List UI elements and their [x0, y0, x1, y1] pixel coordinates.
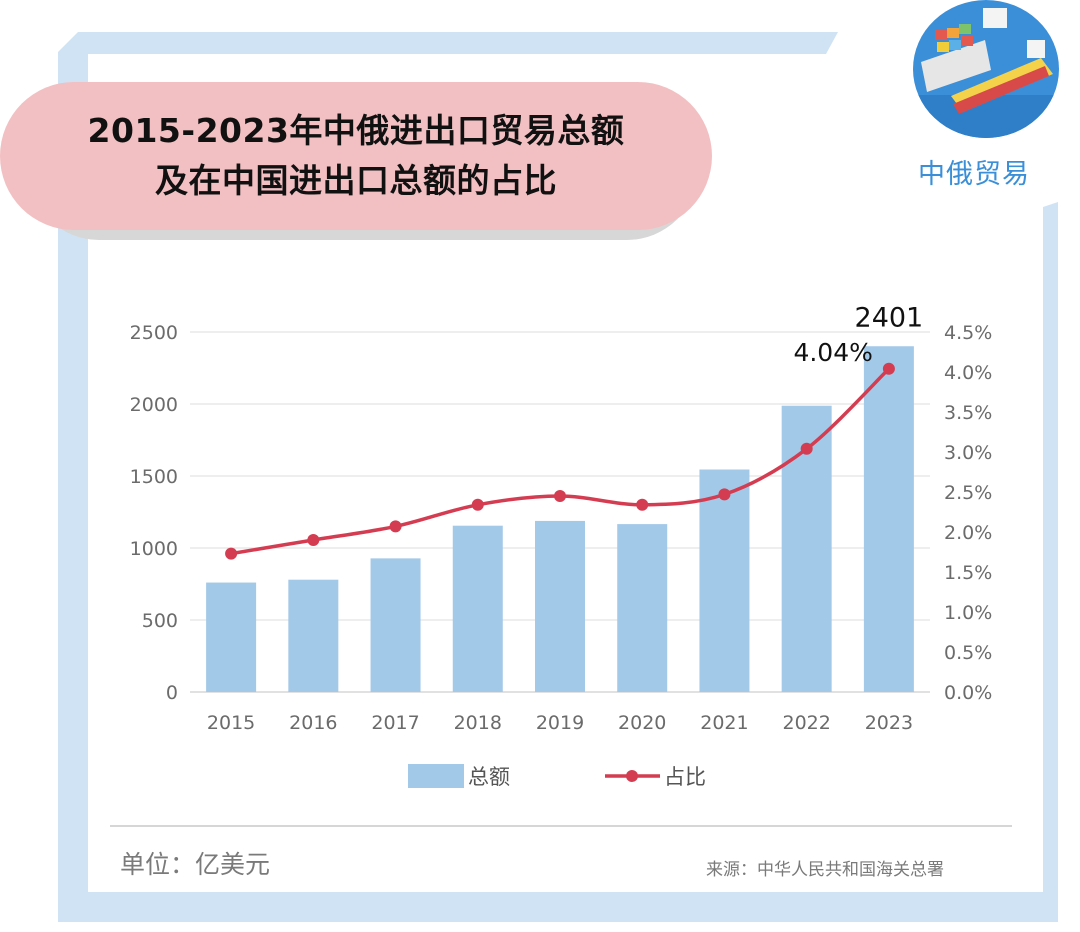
x-tick-label: 2020: [618, 712, 666, 734]
title-banner: 2015-2023年中俄进出口贸易总额 及在中国进出口总额的占比: [0, 82, 712, 230]
x-tick-label: 2017: [371, 712, 419, 734]
ratio-point: [389, 520, 402, 533]
left-tick-label: 500: [142, 610, 178, 632]
right-tick-label: 2.5%: [944, 482, 992, 504]
bar: [617, 524, 668, 692]
bar-series-total: [206, 346, 914, 692]
bar: [863, 346, 914, 692]
bar: [288, 579, 339, 692]
right-tick-label: 3.0%: [944, 442, 992, 464]
left-tick-label: 2500: [130, 322, 178, 344]
chart-title-line1: 2015-2023年中俄进出口贸易总额: [87, 111, 625, 150]
right-tick-label: 4.0%: [944, 362, 992, 384]
bar: [370, 558, 421, 692]
ratio-point: [554, 490, 566, 502]
line-series-ratio: [225, 362, 895, 560]
left-tick-label: 1500: [130, 466, 178, 488]
bar: [535, 520, 585, 692]
right-tick-label: 1.5%: [944, 562, 992, 584]
chart-title-line2: 及在中国进出口总额的占比: [155, 161, 557, 200]
right-tick-label: 0.5%: [944, 642, 992, 664]
right-tick-label: 2.0%: [944, 522, 992, 544]
bar: [452, 525, 503, 692]
ratio-point: [800, 442, 813, 455]
x-axis-ticks: 2015 2016 2017 2018 2019 2020 2021 2022 2023: [207, 712, 913, 734]
legend-label-ratio: 占比: [664, 765, 706, 789]
left-axis-ticks: 0 500 1000 1500 2000 2500: [130, 322, 178, 704]
bar: [699, 469, 750, 692]
legend-label-total: 总额: [468, 765, 510, 789]
x-tick-label: 2016: [289, 712, 337, 734]
x-tick-label: 2018: [454, 712, 502, 734]
annotations: 2401 4.04%: [793, 302, 923, 367]
ratio-value-label: 4.04%: [793, 338, 872, 367]
ratio-point: [225, 547, 238, 560]
right-tick-label: 1.0%: [944, 602, 992, 624]
ratio-point: [307, 534, 320, 546]
right-tick-label: 4.5%: [944, 322, 992, 344]
x-tick-label: 2023: [865, 712, 913, 734]
ratio-point: [471, 498, 484, 511]
cargo-ships-icon: [913, 0, 1059, 138]
left-tick-label: 1000: [130, 538, 178, 560]
x-tick-label: 2021: [700, 712, 748, 734]
left-tick-label: 0: [166, 682, 178, 704]
legend: 总额 占比: [408, 764, 706, 789]
unit-label: 单位：亿美元: [120, 850, 271, 879]
legend-swatch-total: [408, 764, 464, 788]
bar-value-label: 2401: [855, 302, 924, 333]
ratio-point: [718, 488, 731, 501]
x-tick-label: 2022: [782, 712, 830, 734]
right-axis-ticks: 0.0% 0.5% 1.0% 1.5% 2.0% 2.5% 3.0% 3.5% 4.0% 4.5%: [944, 322, 992, 704]
bar: [206, 582, 257, 692]
legend-swatch-ratio-point: [626, 770, 638, 782]
right-tick-label: 3.5%: [944, 402, 992, 424]
footer-divider: [110, 825, 1012, 827]
x-tick-label: 2019: [536, 712, 584, 734]
ratio-point: [882, 362, 895, 375]
source-label: 来源：中华人民共和国海关总署: [706, 860, 944, 880]
ratio-point: [636, 498, 649, 511]
x-tick-label: 2015: [207, 712, 255, 734]
logo-label: 中俄贸易: [918, 159, 1030, 190]
left-tick-label: 2000: [130, 394, 178, 416]
right-tick-label: 0.0%: [944, 682, 992, 704]
